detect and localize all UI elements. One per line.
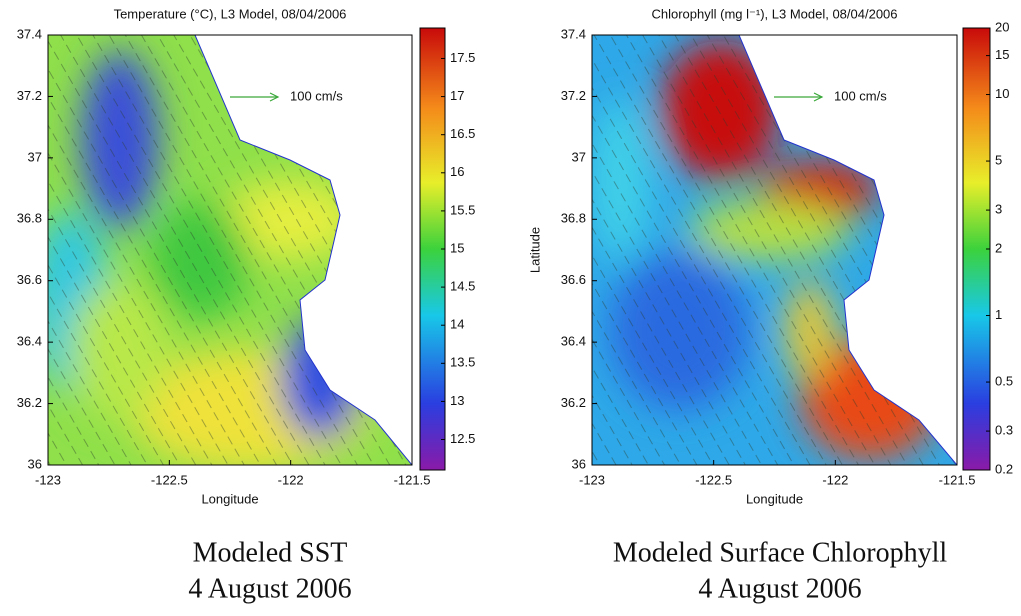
colorbar-tick-label: 16.5 xyxy=(450,126,475,141)
chl-field xyxy=(592,35,957,465)
plot-title: Chlorophyll (mg l⁻¹), L3 Model, 08/04/20… xyxy=(651,6,897,21)
caption: 4 August 2006 xyxy=(698,573,861,604)
plot-title: Temperature (°C), L3 Model, 08/04/2006 xyxy=(114,6,347,21)
colorbar-tick-label: 5 xyxy=(995,152,1002,167)
caption: 4 August 2006 xyxy=(188,573,351,604)
plot-frame xyxy=(47,34,413,466)
fields xyxy=(48,35,957,465)
colorbar-tick-label: 14.5 xyxy=(450,279,475,294)
y-tick-label: 37 xyxy=(572,149,586,164)
colorbar-tick-label: 0.2 xyxy=(995,461,1013,476)
colorbar-tick-label: 17 xyxy=(450,88,464,103)
colorbar-tick-label: 13.5 xyxy=(450,355,475,370)
plot-frame xyxy=(591,34,958,466)
y-tick-label: 37 xyxy=(28,149,42,164)
y-tick-label: 36 xyxy=(28,456,42,471)
colorbar-tick-label: 14 xyxy=(450,317,464,332)
y-tick-label: 36.8 xyxy=(17,211,42,226)
y-tick-label: 36.2 xyxy=(561,395,586,410)
colorbar-tick-label: 12.5 xyxy=(450,431,475,446)
y-tick-label: 36.4 xyxy=(17,334,42,349)
x-tick-label: -122.5 xyxy=(695,472,732,487)
colorbar-tick-label: 10 xyxy=(995,86,1009,101)
colorbar-tick-label: 13 xyxy=(450,393,464,408)
x-axis-label: Longitude xyxy=(201,491,258,506)
colorbar-tick-label: 1 xyxy=(995,307,1002,322)
x-tick-label: -123 xyxy=(35,472,61,487)
colorbar-tick-label: 3 xyxy=(995,202,1002,217)
y-tick-label: 37.4 xyxy=(17,26,42,41)
caption: Modeled SST xyxy=(193,537,348,568)
colorbar-tick-label: 0.5 xyxy=(995,373,1013,388)
x-tick-label: -121.5 xyxy=(394,472,431,487)
y-tick-label: 36.6 xyxy=(17,272,42,287)
colorbar-tick-label: 20 xyxy=(995,19,1009,34)
y-tick-label: 36.6 xyxy=(561,272,586,287)
caption: Modeled Surface Chlorophyll xyxy=(613,537,948,568)
x-tick-label: -122 xyxy=(822,472,848,487)
colorbar-tick-label: 17.5 xyxy=(450,50,475,65)
colorbar-tick-label: 15.5 xyxy=(450,202,475,217)
y-tick-label: 36 xyxy=(572,456,586,471)
vector-scale-label: 100 cm/s xyxy=(290,88,343,103)
x-tick-label: -121.5 xyxy=(939,472,976,487)
colorbar-tick-label: 15 xyxy=(450,240,464,255)
colorbar-tick-label: 15 xyxy=(995,47,1009,62)
y-tick-label: 36.2 xyxy=(17,395,42,410)
y-tick-label: 37.2 xyxy=(17,88,42,103)
x-tick-label: -123 xyxy=(579,472,605,487)
colorbar-tick-label: 0.3 xyxy=(995,423,1013,438)
x-tick-label: -122 xyxy=(278,472,304,487)
vector-scale-label: 100 cm/s xyxy=(834,88,887,103)
colorbar-tick-label: 2 xyxy=(995,240,1002,255)
y-tick-label: 36.4 xyxy=(561,334,586,349)
colorbar xyxy=(962,27,991,471)
y-axis-label: Latitude xyxy=(527,227,542,273)
y-tick-label: 36.8 xyxy=(561,211,586,226)
y-tick-label: 37.2 xyxy=(561,88,586,103)
sst-field xyxy=(48,35,412,465)
x-tick-label: -122.5 xyxy=(151,472,188,487)
colorbar-tick-label: 16 xyxy=(450,164,464,179)
y-tick-label: 37.4 xyxy=(561,26,586,41)
x-axis-label: Longitude xyxy=(746,491,803,506)
